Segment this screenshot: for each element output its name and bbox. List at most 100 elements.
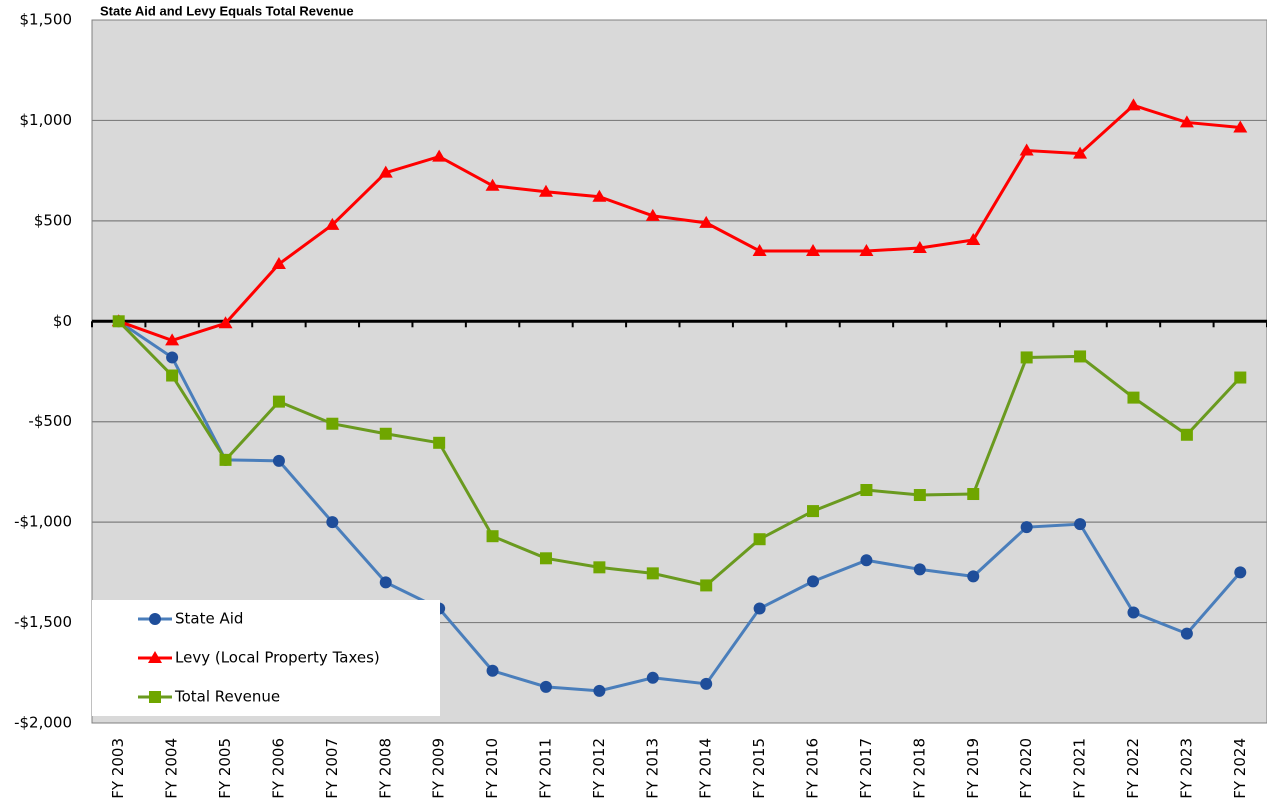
point <box>860 554 873 567</box>
point <box>1074 350 1087 363</box>
y-tick-label: -$2,000 <box>14 714 72 732</box>
x-tick-label: FY 2012 <box>590 738 608 799</box>
point <box>539 552 552 565</box>
x-tick-label: FY 2019 <box>964 738 982 799</box>
point <box>326 516 339 529</box>
point <box>967 570 980 583</box>
x-tick-label: FY 2020 <box>1017 738 1035 799</box>
point <box>752 243 767 256</box>
point <box>378 165 393 178</box>
point <box>646 567 659 580</box>
point <box>486 530 499 543</box>
point <box>753 602 766 615</box>
x-tick-label: FY 2023 <box>1177 738 1195 799</box>
point <box>1127 606 1140 619</box>
point <box>272 454 285 467</box>
x-tick-label: FY 2018 <box>910 738 928 799</box>
chart-title: State Aid and Levy Equals Total Revenue <box>100 3 354 18</box>
point <box>433 436 446 449</box>
point <box>219 453 232 466</box>
x-tick-label: FY 2015 <box>750 738 768 799</box>
point <box>753 533 766 546</box>
x-tick-label: FY 2011 <box>536 738 554 799</box>
x-tick-label: FY 2004 <box>163 738 181 799</box>
point <box>592 189 607 202</box>
point <box>593 561 606 574</box>
x-tick-label: FY 2022 <box>1124 738 1142 799</box>
point <box>646 671 659 684</box>
point <box>912 240 927 253</box>
point <box>379 427 392 440</box>
x-tick-label: FY 2021 <box>1071 738 1089 799</box>
point <box>913 489 926 502</box>
point <box>485 178 500 191</box>
point <box>859 243 874 256</box>
x-tick-label: FY 2017 <box>857 738 875 799</box>
point <box>1127 391 1140 404</box>
y-tick-label: $0 <box>53 312 72 330</box>
series-line <box>118 103 1241 342</box>
point <box>593 684 606 697</box>
point <box>112 315 125 328</box>
x-tick-label: FY 2024 <box>1231 738 1249 799</box>
y-tick-label: $500 <box>34 211 72 229</box>
point <box>149 613 161 625</box>
point <box>166 351 179 364</box>
x-tick-label: FY 2005 <box>216 738 234 799</box>
point <box>1019 143 1034 156</box>
point <box>486 664 499 677</box>
point <box>1234 566 1247 579</box>
point <box>966 232 981 245</box>
point <box>1180 627 1193 640</box>
x-tick-label: FY 2016 <box>804 738 822 799</box>
legend-label: Levy (Local Property Taxes) <box>175 649 380 667</box>
point <box>272 395 285 408</box>
point <box>1180 428 1193 441</box>
point <box>218 316 233 329</box>
y-tick-label: -$1,500 <box>14 613 72 631</box>
point <box>699 215 714 228</box>
point <box>1179 115 1194 128</box>
point <box>379 576 392 589</box>
point <box>1020 351 1033 364</box>
point <box>538 184 553 197</box>
x-tick-label: FY 2007 <box>323 738 341 799</box>
point <box>149 691 161 703</box>
legend-label: Total Revenue <box>174 688 280 706</box>
point <box>700 677 713 690</box>
x-tick-label: FY 2013 <box>643 738 661 799</box>
point <box>1074 518 1087 531</box>
point <box>539 680 552 693</box>
point <box>165 333 180 346</box>
x-tick-label: FY 2003 <box>109 738 127 799</box>
point <box>271 257 286 270</box>
point <box>700 579 713 592</box>
y-tick-label: $1,500 <box>20 11 73 29</box>
point <box>1020 521 1033 534</box>
point <box>432 149 447 162</box>
point <box>807 505 820 518</box>
point <box>913 563 926 576</box>
point <box>1234 371 1247 384</box>
legend-label: State Aid <box>175 610 243 628</box>
point <box>645 208 660 221</box>
y-tick-label: $1,000 <box>20 111 73 129</box>
point <box>807 575 820 588</box>
point <box>806 243 821 256</box>
x-tick-label: FY 2014 <box>697 738 715 799</box>
point <box>1073 146 1088 159</box>
point <box>860 484 873 497</box>
x-tick-label: FY 2008 <box>376 738 394 799</box>
y-tick-label: -$500 <box>28 412 72 430</box>
point <box>967 488 980 501</box>
series-line <box>117 320 1242 693</box>
point <box>148 651 162 663</box>
x-tick-label: FY 2010 <box>483 738 501 799</box>
point <box>1233 120 1248 133</box>
x-tick-label: FY 2006 <box>269 738 287 799</box>
point <box>326 417 339 430</box>
point <box>166 369 179 382</box>
x-tick-label: FY 2009 <box>430 738 448 799</box>
point <box>325 217 340 230</box>
